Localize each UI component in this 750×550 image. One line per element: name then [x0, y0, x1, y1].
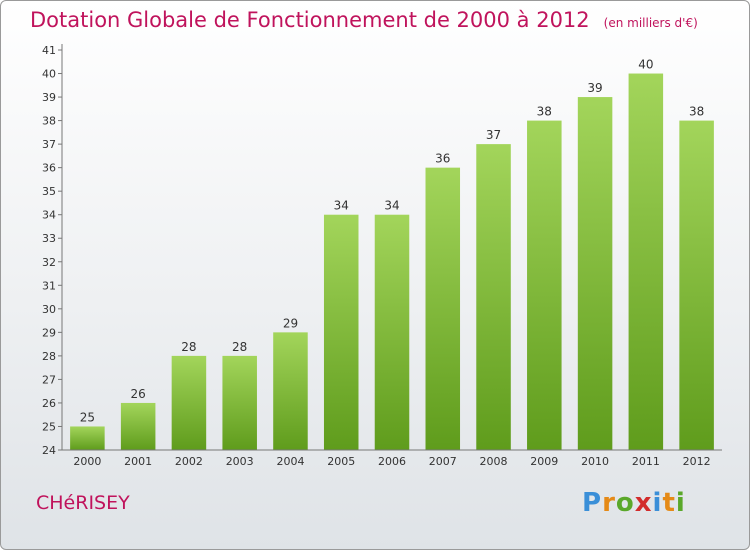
data-label: 25: [80, 410, 95, 424]
y-tick-label: 26: [42, 397, 56, 410]
y-tick-label: 36: [42, 162, 56, 175]
y-tick-label: 27: [42, 373, 56, 386]
bar: [577, 97, 613, 450]
axes-group: 2000 2001 2002 2003 2004 2005 2006 2007 2008 2009…: [42, 44, 722, 468]
data-label: 36: [435, 152, 450, 166]
data-label: 29: [283, 316, 298, 330]
y-tick-label: 24: [42, 444, 56, 457]
data-label: 39: [587, 81, 602, 95]
chart-title: Dotation Globale de Fonctionnement de 20…: [30, 8, 698, 32]
bar: [171, 355, 207, 450]
data-label: 38: [689, 105, 704, 119]
y-tick-label: 25: [42, 420, 56, 433]
data-label: 28: [181, 340, 196, 354]
logo-letter: r: [602, 488, 616, 518]
y-tick-label: 33: [42, 232, 56, 245]
bar: [120, 402, 156, 450]
data-label: 37: [486, 128, 501, 142]
chart-subtitle: (en milliers d'€): [603, 16, 698, 30]
x-tick-label: 2006: [378, 455, 406, 468]
bar: [476, 144, 511, 450]
logo-letter: i: [652, 488, 663, 518]
bar: [70, 426, 105, 450]
y-tick-label: 30: [42, 303, 56, 316]
x-tick-label: 2003: [226, 455, 254, 468]
y-tick-label: 29: [42, 326, 56, 339]
y-tick-label: 37: [42, 138, 56, 151]
x-tick-label: 2010: [581, 455, 609, 468]
bar: [679, 120, 714, 451]
x-tick-label: 2000: [73, 455, 101, 468]
logo-letter: o: [615, 488, 635, 518]
title-text: Dotation Globale de Fonctionnement de 20…: [30, 8, 590, 32]
logo-letter: P: [582, 488, 603, 518]
y-tick-label: 39: [42, 91, 56, 104]
x-tick-label: 2001: [124, 455, 152, 468]
x-tick-label: 2005: [327, 455, 355, 468]
logo-letter: i: [675, 488, 686, 518]
y-tick-label: 32: [42, 256, 56, 269]
bar: [527, 120, 562, 451]
x-tick-label: 2009: [530, 455, 558, 468]
x-tick-label: 2012: [683, 455, 711, 468]
y-tick-label: 35: [42, 185, 56, 198]
y-tick-label: 34: [42, 209, 56, 222]
data-label: 34: [384, 199, 399, 213]
proxiti-logo: Proxiti: [582, 488, 686, 518]
data-label: 26: [131, 387, 146, 401]
data-label: 28: [232, 340, 247, 354]
bars-group: 25 26 28 28 29 34 34 36 37 38 39 40 38: [70, 58, 714, 451]
bar: [374, 214, 410, 450]
x-tick-label: 2002: [175, 455, 203, 468]
logo-letter: x: [634, 488, 653, 518]
bar: [222, 355, 257, 450]
y-tick-label: 41: [42, 44, 56, 57]
y-tick-label: 38: [42, 115, 56, 128]
x-tick-label: 2004: [276, 455, 304, 468]
bar: [628, 73, 664, 450]
data-label: 40: [638, 58, 653, 72]
data-label: 34: [334, 199, 349, 213]
y-tick-label: 28: [42, 350, 56, 363]
commune-name: CHéRISEY: [36, 492, 130, 514]
bar: [323, 214, 359, 450]
x-tick-label: 2008: [480, 455, 508, 468]
data-label: 38: [537, 105, 552, 119]
bar: [425, 167, 461, 450]
x-tick-label: 2007: [429, 455, 457, 468]
y-tick-label: 31: [42, 279, 56, 292]
logo-letter: t: [662, 488, 676, 518]
y-tick-label: 40: [42, 68, 56, 81]
x-tick-label: 2011: [632, 455, 660, 468]
bar: [273, 332, 308, 450]
